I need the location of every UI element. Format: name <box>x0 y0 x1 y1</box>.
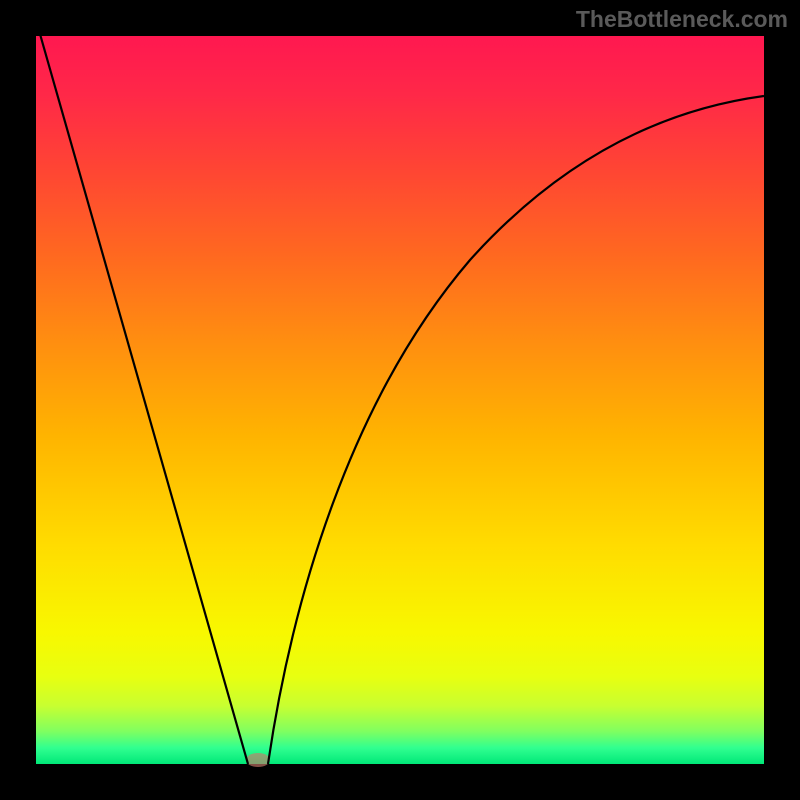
chart-container: TheBottleneck.com <box>0 0 800 800</box>
watermark-text: TheBottleneck.com <box>576 6 788 33</box>
chart-svg <box>0 0 800 800</box>
valley-marker <box>246 753 270 767</box>
